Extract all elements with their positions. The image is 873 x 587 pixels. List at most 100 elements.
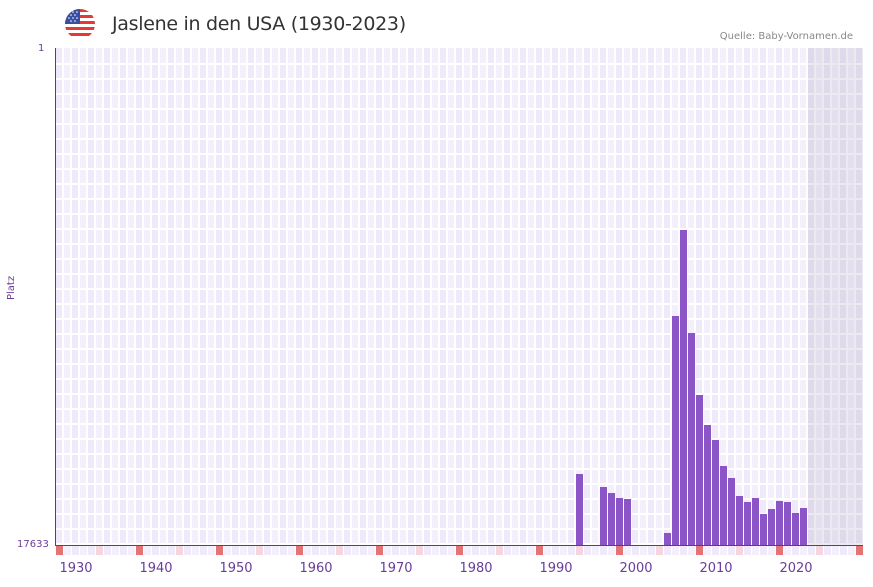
grid-column bbox=[736, 48, 742, 545]
year-marker bbox=[288, 546, 295, 555]
bar-2018[interactable] bbox=[776, 500, 783, 545]
year-marker bbox=[640, 546, 647, 555]
bar-2021[interactable] bbox=[800, 507, 807, 545]
year-marker bbox=[832, 546, 839, 555]
bar-2012[interactable] bbox=[728, 477, 735, 545]
grid-line bbox=[56, 303, 863, 305]
grid-column bbox=[632, 48, 638, 545]
year-marker bbox=[784, 546, 791, 555]
year-marker bbox=[408, 546, 415, 555]
bar-2010[interactable] bbox=[712, 440, 719, 545]
bar-2013[interactable] bbox=[736, 495, 743, 545]
x-tick-label: 2000 bbox=[619, 561, 653, 576]
grid-column bbox=[584, 48, 590, 545]
bar-2008[interactable] bbox=[696, 394, 703, 545]
year-marker bbox=[624, 546, 631, 555]
bar-1998[interactable] bbox=[616, 498, 623, 545]
grid-column bbox=[824, 48, 830, 545]
bar-2004[interactable] bbox=[664, 532, 671, 545]
grid-column bbox=[840, 48, 846, 545]
grid-column bbox=[344, 48, 350, 545]
year-marker bbox=[648, 546, 655, 555]
bar-2016[interactable] bbox=[760, 513, 767, 545]
bar-2017[interactable] bbox=[768, 509, 775, 545]
year-marker bbox=[232, 546, 239, 555]
grid-line bbox=[56, 228, 863, 230]
bar-2005[interactable] bbox=[672, 316, 679, 545]
year-marker bbox=[368, 546, 375, 555]
year-marker bbox=[360, 546, 367, 555]
bar-1999[interactable] bbox=[624, 498, 631, 545]
grid-line bbox=[56, 318, 863, 320]
grid-column bbox=[792, 48, 798, 545]
bar-1993[interactable] bbox=[576, 473, 583, 545]
grid-column bbox=[832, 48, 838, 545]
year-marker bbox=[336, 546, 343, 555]
grid-column bbox=[576, 48, 582, 545]
grid-column bbox=[352, 48, 358, 545]
year-marker bbox=[384, 546, 391, 555]
year-marker bbox=[776, 546, 783, 555]
bar-2020[interactable] bbox=[792, 512, 799, 545]
grid-column bbox=[512, 48, 518, 545]
grid-column bbox=[400, 48, 406, 545]
grid-column bbox=[360, 48, 366, 545]
year-marker bbox=[816, 546, 823, 555]
grid-line bbox=[56, 513, 863, 515]
grid-column bbox=[304, 48, 310, 545]
grid-line bbox=[56, 483, 863, 485]
bar-2011[interactable] bbox=[720, 465, 727, 545]
year-marker bbox=[352, 546, 359, 555]
grid-column bbox=[464, 48, 470, 545]
bar-2014[interactable] bbox=[744, 501, 751, 545]
year-marker bbox=[584, 546, 591, 555]
year-marker bbox=[496, 546, 503, 555]
year-marker bbox=[488, 546, 495, 555]
grid-line bbox=[56, 438, 863, 440]
grid-column bbox=[328, 48, 334, 545]
bar-2007[interactable] bbox=[688, 333, 695, 545]
year-marker bbox=[728, 546, 735, 555]
grid-line bbox=[56, 183, 863, 185]
year-marker bbox=[272, 546, 279, 555]
bar-2019[interactable] bbox=[784, 501, 791, 545]
bar-1996[interactable] bbox=[600, 486, 607, 545]
year-marker bbox=[392, 546, 399, 555]
grid-column bbox=[312, 48, 318, 545]
y-axis-label: Platz bbox=[6, 275, 17, 300]
year-marker bbox=[424, 546, 431, 555]
grid-line bbox=[56, 378, 863, 380]
year-marker bbox=[736, 546, 743, 555]
grid-column bbox=[856, 48, 862, 545]
year-marker bbox=[576, 546, 583, 555]
grid-column bbox=[368, 48, 374, 545]
grid-column bbox=[600, 48, 606, 545]
bar-2015[interactable] bbox=[752, 498, 759, 545]
x-tick-label: 1970 bbox=[379, 561, 413, 576]
year-marker bbox=[632, 546, 639, 555]
year-marker bbox=[120, 546, 127, 555]
bar-1997[interactable] bbox=[608, 492, 615, 545]
grid-column bbox=[480, 48, 486, 545]
grid-column bbox=[488, 48, 494, 545]
grid-column bbox=[376, 48, 382, 545]
grid-line bbox=[56, 333, 863, 335]
year-marker bbox=[240, 546, 247, 555]
grid-column bbox=[728, 48, 734, 545]
year-marker bbox=[456, 546, 463, 555]
grid-column bbox=[64, 48, 70, 545]
year-marker bbox=[752, 546, 759, 555]
bar-2006[interactable] bbox=[680, 230, 687, 545]
grid-column bbox=[56, 48, 62, 545]
grid-column bbox=[192, 48, 198, 545]
grid-column bbox=[152, 48, 158, 545]
grid-line bbox=[56, 393, 863, 395]
bar-2009[interactable] bbox=[704, 424, 711, 545]
grid-line bbox=[56, 138, 863, 140]
grid-column bbox=[144, 48, 150, 545]
grid-line bbox=[56, 423, 863, 425]
grid-column bbox=[288, 48, 294, 545]
year-marker bbox=[520, 546, 527, 555]
grid-column bbox=[96, 48, 102, 545]
grid-column bbox=[216, 48, 222, 545]
